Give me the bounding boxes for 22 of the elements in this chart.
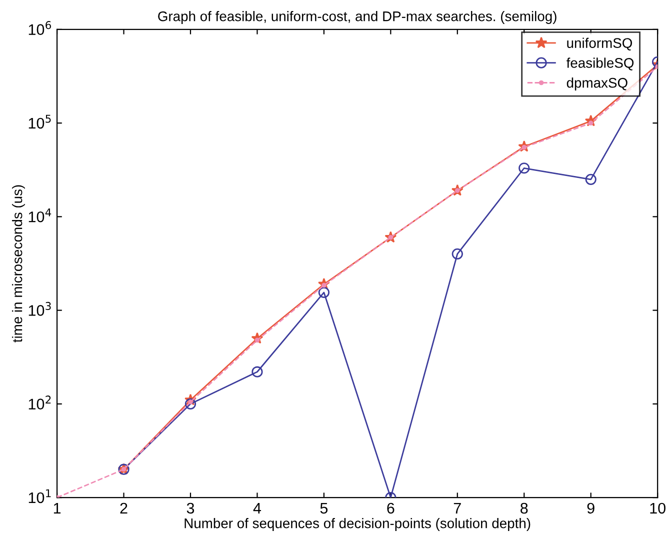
- x-tick-label: 7: [454, 502, 461, 514]
- y-tick-label: 10$^{4}$: [28, 208, 52, 222]
- x-tick-label: 4: [253, 502, 262, 514]
- legend-label: dpmaxSQ: [566, 78, 628, 90]
- x-tick-label: 9: [587, 502, 594, 514]
- x-tick-label: 8: [520, 502, 528, 514]
- x-tick-label: 1: [54, 502, 61, 514]
- y-tick-label: 10$^{5}$: [28, 114, 51, 129]
- y-tick-label: 10$^{3}$: [28, 302, 51, 316]
- x-axis-title: Number of sequences of decision-points (solution depth): [184, 518, 530, 531]
- y-tick-label: 10$^{6}$: [28, 21, 51, 35]
- legend-label: uniformSQ: [567, 38, 632, 50]
- x-tick-label: 6: [387, 502, 394, 514]
- chart-title: Graph of feasible, uniform-cost, and DP-max searches. (semilog): [158, 11, 556, 24]
- x-tick-label: 5: [320, 502, 328, 514]
- x-tick-label: 10: [650, 502, 666, 514]
- x-tick-label: 2: [120, 502, 128, 514]
- legend-label: feasibleSQ: [566, 58, 634, 70]
- y-tick-label: 10$^{1}$: [28, 489, 51, 504]
- x-tick-label: 3: [186, 502, 194, 514]
- y-axis-title: time in microseconds (us): [12, 185, 25, 342]
- y-tick-label: 10$^{2}$: [28, 396, 51, 410]
